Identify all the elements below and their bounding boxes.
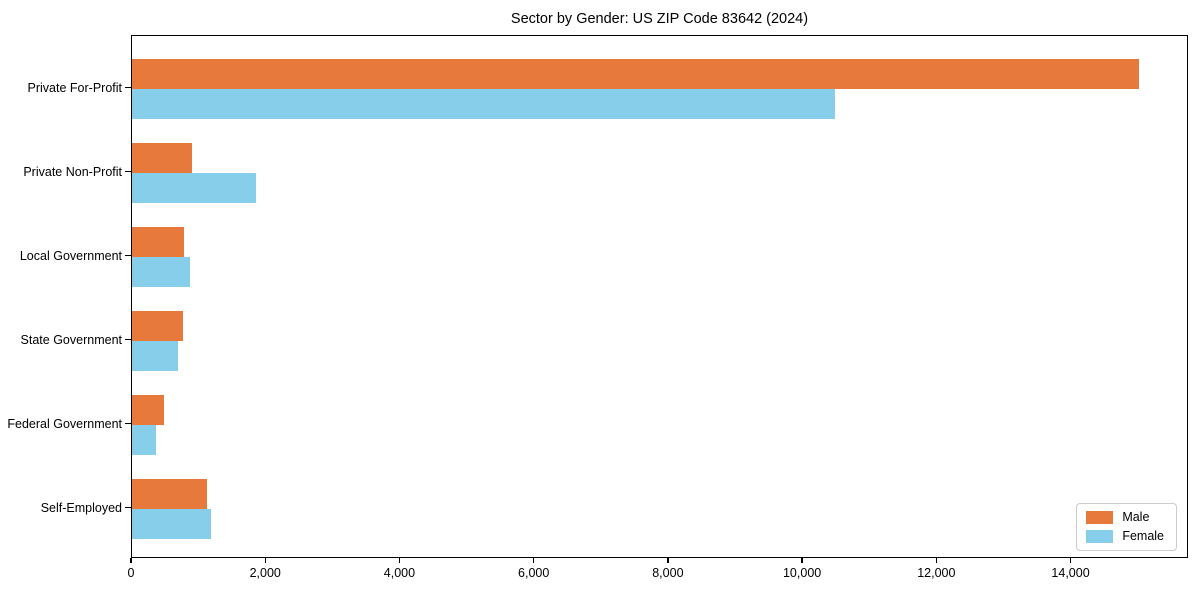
y-axis-label: Federal Government <box>7 417 122 431</box>
bar-male-3 <box>132 311 183 341</box>
plot-area: Male Female <box>131 35 1188 558</box>
y-axis-tick <box>125 171 131 173</box>
x-axis-label: 0 <box>127 566 135 580</box>
x-axis-label: 6,000 <box>518 566 550 580</box>
bar-male-2 <box>132 227 184 257</box>
y-axis-label: Private For-Profit <box>27 81 122 95</box>
x-axis-tick <box>801 558 803 563</box>
x-axis-label: 8,000 <box>652 566 684 580</box>
y-axis-tick <box>125 87 131 89</box>
x-axis-tick <box>130 558 132 563</box>
x-axis-tick <box>532 558 535 563</box>
x-axis-tick <box>398 558 401 563</box>
bar-female-3 <box>132 341 179 371</box>
y-axis-tick <box>125 423 131 425</box>
bar-male-5 <box>132 479 207 509</box>
legend-entry-female: Female <box>1086 530 1164 543</box>
x-axis-tick <box>264 558 266 563</box>
x-axis-label: 14,000 <box>1051 566 1090 580</box>
x-axis-label: 12,000 <box>917 566 956 580</box>
bar-female-5 <box>132 509 211 539</box>
y-axis-tick <box>125 339 131 341</box>
x-axis-label: 2,000 <box>249 566 281 580</box>
legend-label: Female <box>1122 529 1164 543</box>
legend-label: Male <box>1122 510 1150 524</box>
bar-male-0 <box>132 59 1139 89</box>
legend-swatch-female <box>1086 530 1114 543</box>
x-axis-label: 10,000 <box>782 566 822 580</box>
bar-female-4 <box>132 425 156 455</box>
y-axis-tick <box>125 255 131 257</box>
x-axis-tick <box>667 558 669 563</box>
legend-swatch-male <box>1086 511 1114 524</box>
x-axis-tick <box>935 558 938 563</box>
x-axis-label: 4,000 <box>383 566 416 580</box>
y-axis-label: Self-Employed <box>40 501 122 515</box>
x-axis-tick <box>1069 558 1072 563</box>
bar-male-4 <box>132 395 165 425</box>
bar-male-1 <box>132 143 193 173</box>
bar-female-0 <box>132 89 835 119</box>
y-axis-tick <box>125 507 131 509</box>
y-axis-label: State Government <box>20 333 122 347</box>
chart-title: Sector by Gender: US ZIP Code 83642 (202… <box>510 11 809 27</box>
bar-female-1 <box>132 173 257 203</box>
y-axis-label: Private Non-Profit <box>23 165 122 179</box>
y-axis-label: Local Government <box>19 249 122 263</box>
legend: Male Female <box>1076 503 1177 551</box>
bar-female-2 <box>132 257 190 287</box>
legend-entry-male: Male <box>1086 511 1164 524</box>
